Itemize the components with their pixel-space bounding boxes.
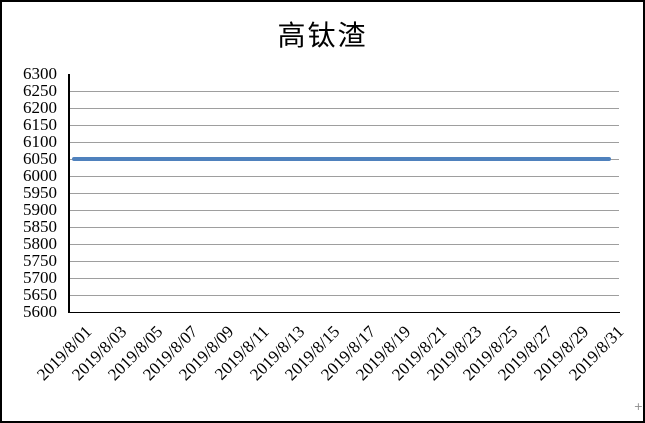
gridline <box>69 243 619 245</box>
y-axis-tick-label: 5950 <box>23 183 57 202</box>
gridline <box>69 90 619 92</box>
series-line-高钛渣 <box>71 156 612 161</box>
gridline <box>69 192 619 194</box>
y-axis-tick-label: 6200 <box>23 98 57 117</box>
gridline <box>69 175 619 177</box>
y-axis-tick-label: 5650 <box>23 285 57 304</box>
gridline <box>69 124 619 126</box>
gridline <box>69 107 619 109</box>
y-axis-tick-label: 5700 <box>23 268 57 287</box>
y-axis-tick-label: 5900 <box>23 200 57 219</box>
y-axis-tick-label: 6300 <box>23 64 57 83</box>
x-axis-line <box>68 311 620 313</box>
y-axis-tick-label: 6250 <box>23 81 57 100</box>
y-axis-tick-label: 5800 <box>23 234 57 253</box>
gridline <box>69 294 619 296</box>
gridline <box>69 209 619 211</box>
y-axis-tick-label: 6050 <box>23 149 57 168</box>
y-axis-tick-label: 5600 <box>23 302 57 321</box>
y-axis-tick-label: 6000 <box>23 166 57 185</box>
y-axis-line <box>68 74 70 313</box>
gridline <box>69 277 619 279</box>
gridline <box>69 260 619 262</box>
y-axis-tick-label: 5750 <box>23 251 57 270</box>
chart-title: 高钛渣 <box>277 21 368 52</box>
gridline <box>69 141 619 143</box>
y-axis-tick-label: 6150 <box>23 115 57 134</box>
y-axis-tick-label: 5850 <box>23 217 57 236</box>
y-axis-tick-label: 6100 <box>23 132 57 151</box>
gridline <box>69 226 619 228</box>
corner-resize-mark: + <box>633 400 643 413</box>
